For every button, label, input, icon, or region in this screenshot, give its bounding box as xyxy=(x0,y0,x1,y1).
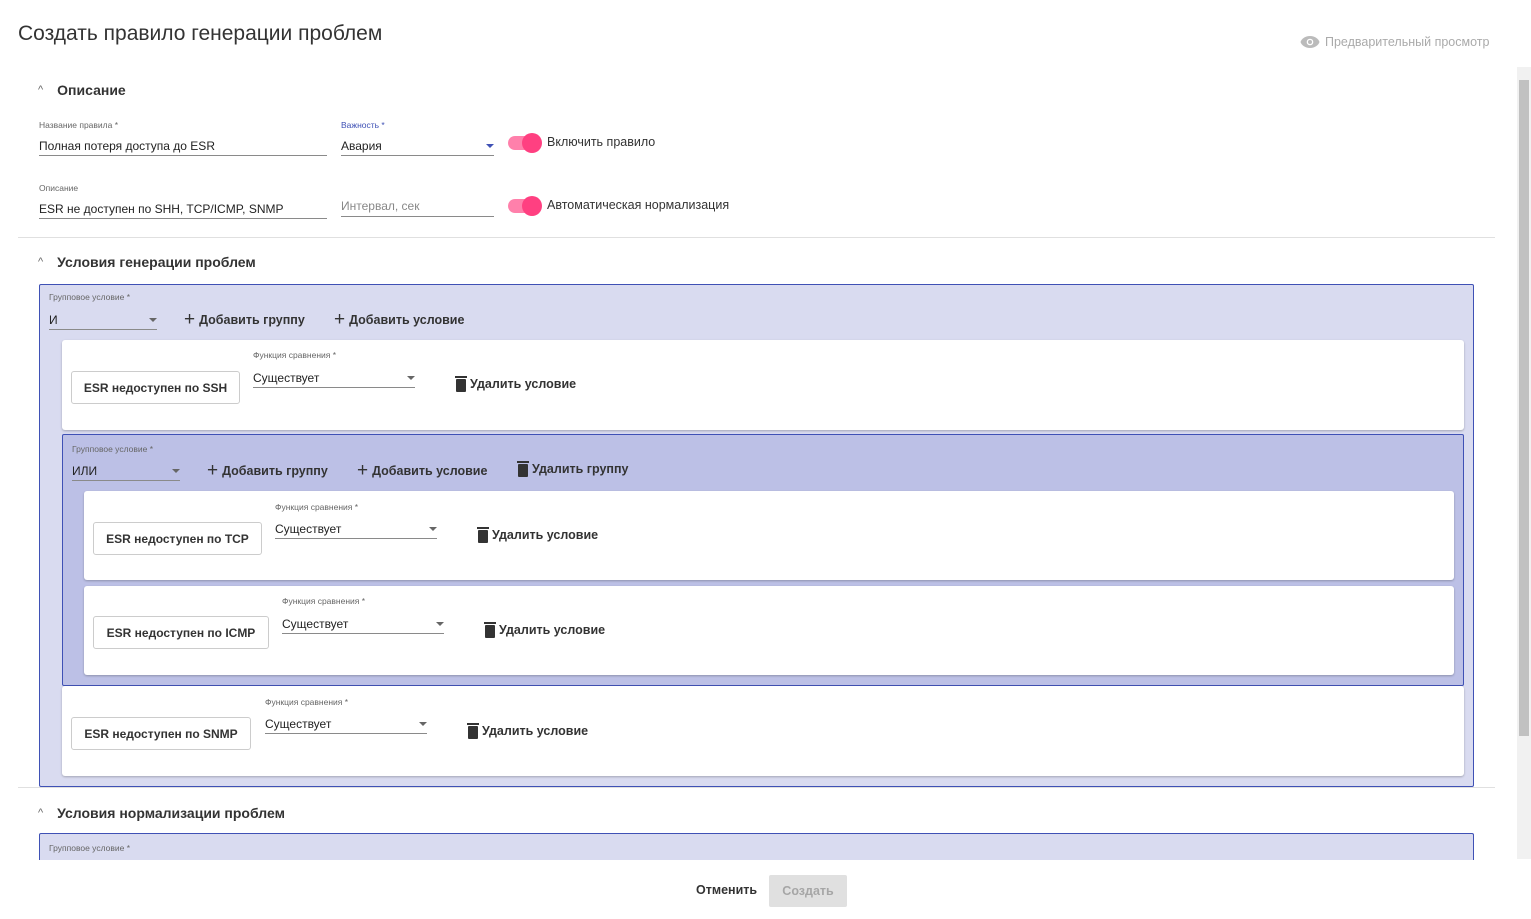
trash-icon xyxy=(484,622,496,638)
severity-select[interactable]: Авария xyxy=(341,139,494,156)
compare-label: Функция сравнения * xyxy=(282,596,366,606)
add-group-button[interactable]: + Добавить группу xyxy=(207,460,328,481)
group-operator-select[interactable]: И xyxy=(49,313,157,330)
trash-icon xyxy=(455,376,467,392)
plus-icon: + xyxy=(357,460,369,481)
description-field[interactable]: ESR не доступен по SHH, TCP/ICMP, SNMP xyxy=(39,202,327,219)
compare-label: Функция сравнения * xyxy=(253,350,337,360)
rule-name-label: Название правила * xyxy=(39,120,119,130)
divider xyxy=(18,787,1495,788)
chevron-up-icon: ^ xyxy=(38,807,44,819)
chevron-up-icon: ^ xyxy=(38,256,44,268)
delete-condition-button[interactable]: Удалить условие xyxy=(467,723,588,739)
group-label: Групповое условие * xyxy=(49,292,131,302)
caret-down-icon xyxy=(419,722,427,726)
delete-condition-button[interactable]: Удалить условие xyxy=(484,622,605,638)
plus-icon: + xyxy=(207,460,219,481)
add-condition-button[interactable]: + Добавить условие xyxy=(357,460,488,481)
caret-down-icon xyxy=(407,376,415,380)
delete-group-button[interactable]: Удалить группу xyxy=(517,461,628,477)
trash-icon xyxy=(477,527,489,543)
page-title: Создать правило генерации проблем xyxy=(18,22,383,45)
auto-normalization-toggle[interactable] xyxy=(508,196,542,216)
condition-name-button[interactable]: ESR недоступен по SNMP xyxy=(71,717,251,750)
section-normalization-header[interactable]: ^ Условия нормализации проблем xyxy=(38,805,285,821)
section-generation-header[interactable]: ^ Условия генерации проблем xyxy=(38,254,256,270)
footer xyxy=(0,860,1531,919)
enable-rule-toggle[interactable] xyxy=(508,133,542,153)
condition-name-button[interactable]: ESR недоступен по ICMP xyxy=(93,616,269,649)
condition-name-button[interactable]: ESR недоступен по TCP xyxy=(93,522,262,555)
divider xyxy=(18,237,1495,238)
add-group-button[interactable]: + Добавить группу xyxy=(184,309,305,330)
description-label: Описание xyxy=(39,183,79,193)
compare-select[interactable]: Существует xyxy=(282,617,444,634)
caret-down-icon xyxy=(172,469,180,473)
compare-select[interactable]: Существует xyxy=(275,522,437,539)
chevron-up-icon: ^ xyxy=(38,84,44,96)
condition-card xyxy=(84,491,1454,580)
trash-icon xyxy=(467,723,479,739)
compare-select[interactable]: Существует xyxy=(265,717,427,734)
eye-icon xyxy=(1300,36,1320,48)
caret-down-icon xyxy=(429,527,437,531)
plus-icon: + xyxy=(334,309,346,330)
condition-card xyxy=(62,340,1464,430)
compare-label: Функция сравнения * xyxy=(265,697,349,707)
section-description-header[interactable]: ^ Описание xyxy=(38,82,126,98)
scrollbar-thumb[interactable] xyxy=(1519,80,1529,736)
create-button[interactable]: Создать xyxy=(769,875,847,907)
add-condition-button[interactable]: + Добавить условие xyxy=(334,309,465,330)
condition-card xyxy=(62,686,1464,776)
delete-condition-button[interactable]: Удалить условие xyxy=(477,527,598,543)
condition-name-button[interactable]: ESR недоступен по SSH xyxy=(71,371,240,404)
severity-label: Важность * xyxy=(341,120,385,130)
auto-normalization-label: Автоматическая нормализация xyxy=(547,198,730,212)
group-label: Групповое условие * xyxy=(49,843,131,853)
caret-down-icon xyxy=(436,622,444,626)
caret-down-icon xyxy=(486,144,494,148)
preview-button[interactable]: Предварительный просмотр xyxy=(1300,35,1489,49)
interval-input[interactable]: Интервал, сек xyxy=(341,198,494,217)
condition-card xyxy=(84,586,1454,675)
caret-down-icon xyxy=(149,318,157,322)
delete-condition-button[interactable]: Удалить условие xyxy=(455,376,576,392)
group-label: Групповое условие * xyxy=(72,444,154,454)
group-operator-select[interactable]: ИЛИ xyxy=(72,464,180,481)
enable-rule-label: Включить правило xyxy=(547,135,656,149)
trash-icon xyxy=(517,461,529,477)
cancel-button[interactable]: Отменить xyxy=(696,883,758,897)
compare-select[interactable]: Существует xyxy=(253,371,415,388)
compare-label: Функция сравнения * xyxy=(275,502,359,512)
rule-name-field[interactable]: Полная потеря доступа до ESR xyxy=(39,139,327,156)
plus-icon: + xyxy=(184,309,196,330)
